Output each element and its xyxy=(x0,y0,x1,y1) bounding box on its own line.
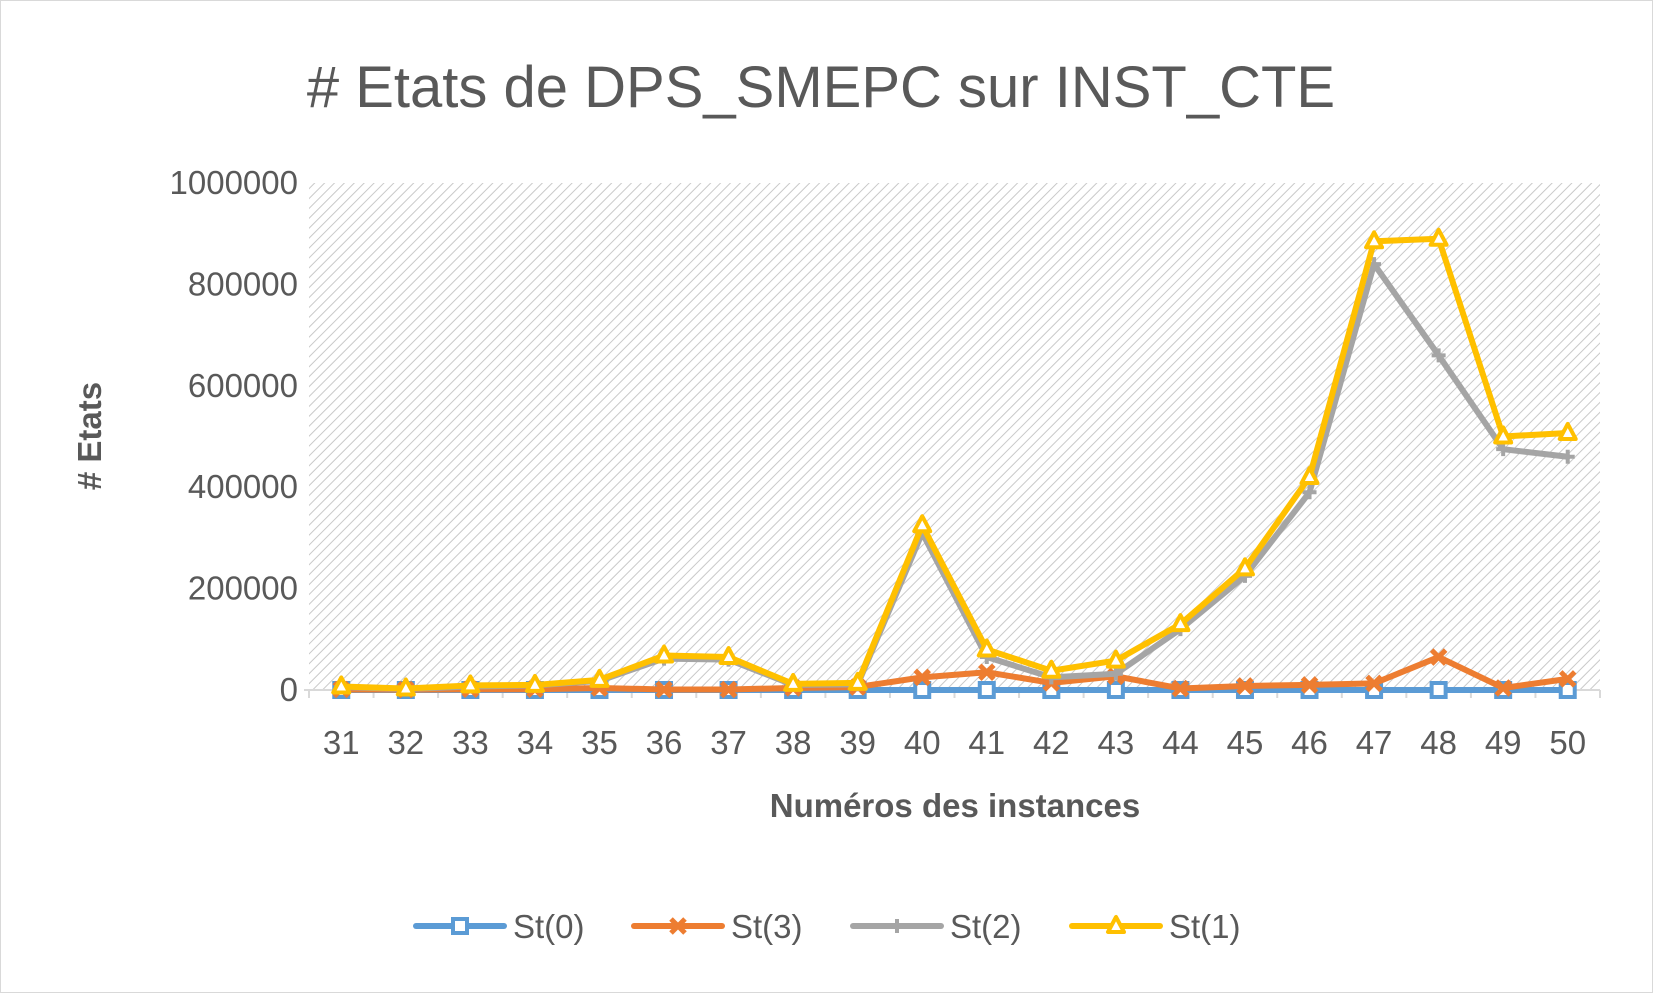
data-point xyxy=(1234,557,1255,577)
data-point xyxy=(913,681,932,699)
y-tick-label: 1000000 xyxy=(170,164,298,201)
legend-item: St(2) xyxy=(850,908,1022,945)
data-point xyxy=(654,644,675,664)
data-point xyxy=(847,671,868,691)
series-St3 xyxy=(332,648,1577,699)
data-point xyxy=(1429,648,1448,666)
data-point xyxy=(331,675,352,695)
series-line xyxy=(338,654,1571,693)
data-point xyxy=(1041,659,1062,679)
x-tick-label: 43 xyxy=(1098,724,1135,761)
data-point xyxy=(718,646,739,666)
data-point xyxy=(1429,681,1448,699)
legend: St(0) St(3) St(2) St(1) xyxy=(413,908,1241,945)
data-point xyxy=(1365,674,1383,693)
data-point xyxy=(1108,666,1123,681)
legend-marker xyxy=(669,917,687,935)
legend-item: St(0) xyxy=(413,908,585,945)
data-point xyxy=(1558,681,1577,699)
data-point xyxy=(976,638,997,658)
data-point xyxy=(1171,679,1190,698)
legend-marker xyxy=(890,919,904,933)
x-tick-label: 40 xyxy=(904,724,941,761)
data-point xyxy=(524,673,545,693)
data-point xyxy=(1299,466,1320,486)
y-tick-label: 800000 xyxy=(188,265,298,302)
data-point xyxy=(1364,230,1385,250)
y-tick-label: 600000 xyxy=(188,367,298,404)
legend-marker xyxy=(1106,915,1126,934)
data-point xyxy=(719,680,738,699)
x-tick-label: 36 xyxy=(646,724,683,761)
data-point xyxy=(1493,425,1514,445)
x-tick-label: 34 xyxy=(517,724,554,761)
x-tick-label: 42 xyxy=(1033,724,1070,761)
legend-label: St(1) xyxy=(1169,908,1241,945)
data-point xyxy=(1105,649,1126,669)
data-point xyxy=(655,680,673,699)
y-axis-label: # Etats xyxy=(71,382,108,490)
x-tick-label: 50 xyxy=(1549,724,1586,761)
data-point xyxy=(460,674,481,694)
y-tick-label: 0 xyxy=(280,671,298,708)
data-point xyxy=(1428,227,1449,247)
y-axis-ticks: 0 200000 400000 600000 800000 1000000 xyxy=(170,164,298,708)
x-tick-label: 39 xyxy=(839,724,876,761)
x-tick-label: 32 xyxy=(387,724,424,761)
data-point xyxy=(1496,442,1511,457)
y-tick-label: 200000 xyxy=(188,570,298,607)
legend-label: St(2) xyxy=(950,908,1022,945)
x-tick-label: 49 xyxy=(1485,724,1522,761)
x-tick-label: 48 xyxy=(1420,724,1457,761)
x-axis-label: Numéros des instances xyxy=(770,787,1140,824)
legend-item: St(3) xyxy=(631,908,803,945)
x-tick-label: 44 xyxy=(1162,724,1199,761)
y-tick-label: 400000 xyxy=(188,468,298,505)
data-point xyxy=(912,514,933,534)
legend-label: St(0) xyxy=(513,908,585,945)
plot-area xyxy=(309,183,1600,690)
x-tick-label: 38 xyxy=(775,724,812,761)
data-point xyxy=(1560,449,1575,464)
data-point xyxy=(1558,670,1577,688)
data-point xyxy=(1300,676,1319,694)
x-axis-ticks: 31 32 33 34 35 36 37 38 39 40 41 42 43 44 45 46 47 48 49 50 xyxy=(308,690,1601,761)
series-group xyxy=(331,227,1578,699)
x-tick-label: 37 xyxy=(710,724,747,761)
series-St1 xyxy=(331,227,1578,697)
legend-marker xyxy=(451,917,469,935)
data-point xyxy=(395,677,416,697)
x-tick-label: 35 xyxy=(581,724,618,761)
series-line xyxy=(338,235,1571,692)
data-point xyxy=(589,668,610,688)
data-point xyxy=(977,681,996,699)
chart-title: # Etats de DPS_SMEPC sur INST_CTE xyxy=(307,55,1335,120)
x-tick-label: 33 xyxy=(452,724,489,761)
legend-item: St(1) xyxy=(1069,908,1241,945)
x-tick-label: 45 xyxy=(1227,724,1264,761)
x-tick-label: 46 xyxy=(1291,724,1328,761)
data-point xyxy=(913,668,931,687)
data-point xyxy=(1170,613,1191,633)
data-point xyxy=(978,663,996,682)
data-point xyxy=(1302,485,1317,500)
data-point xyxy=(1557,421,1578,441)
data-point xyxy=(1431,348,1446,363)
data-point xyxy=(1236,677,1254,695)
data-point xyxy=(1494,679,1512,697)
data-point xyxy=(783,672,804,692)
x-tick-label: 47 xyxy=(1356,724,1393,761)
legend-label: St(3) xyxy=(731,908,803,945)
x-tick-label: 41 xyxy=(968,724,1005,761)
data-point xyxy=(1106,681,1125,699)
x-tick-label: 31 xyxy=(323,724,360,761)
